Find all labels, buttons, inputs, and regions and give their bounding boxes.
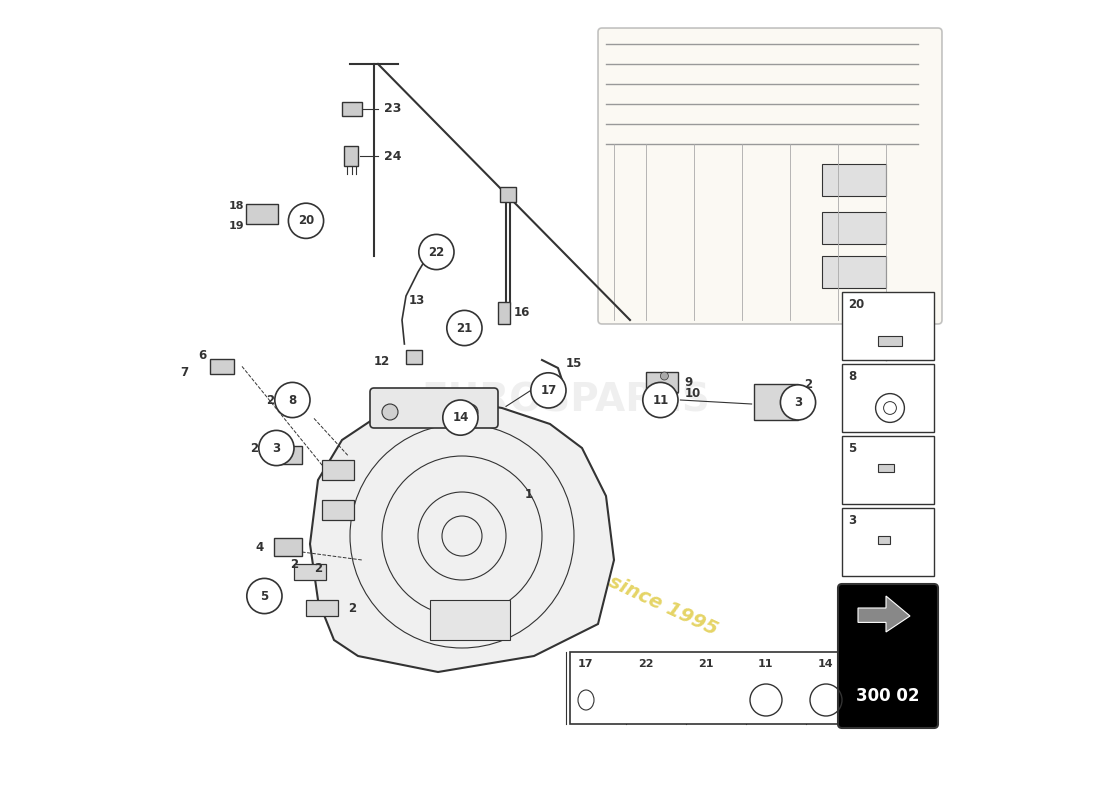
- Text: 3: 3: [794, 396, 802, 409]
- Bar: [878, 464, 894, 472]
- Text: a passion for parts since 1995: a passion for parts since 1995: [411, 482, 720, 638]
- Bar: [430, 600, 510, 640]
- Text: EUROSPARES: EUROSPARES: [421, 381, 711, 419]
- Bar: [274, 446, 302, 464]
- Text: 14: 14: [452, 411, 469, 424]
- Circle shape: [780, 385, 815, 420]
- Text: 12: 12: [374, 355, 390, 368]
- Bar: [498, 302, 510, 324]
- Bar: [322, 460, 354, 480]
- Text: 8: 8: [848, 370, 857, 382]
- Circle shape: [660, 372, 669, 380]
- Text: 19: 19: [229, 221, 244, 230]
- Circle shape: [642, 382, 678, 418]
- Circle shape: [382, 404, 398, 420]
- Text: 5: 5: [261, 590, 268, 602]
- Bar: [246, 204, 278, 224]
- Circle shape: [288, 203, 323, 238]
- Bar: [878, 336, 902, 346]
- Polygon shape: [310, 400, 614, 672]
- Text: 10: 10: [684, 387, 701, 400]
- Bar: [406, 350, 422, 364]
- Bar: [342, 102, 362, 116]
- Bar: [500, 187, 516, 202]
- Text: 21: 21: [698, 659, 714, 669]
- Text: 2: 2: [804, 378, 813, 390]
- Text: 3: 3: [273, 442, 280, 454]
- Text: 20: 20: [298, 214, 315, 227]
- Bar: [842, 292, 934, 360]
- Bar: [343, 146, 358, 166]
- Text: 300 02: 300 02: [856, 687, 920, 705]
- Text: 1: 1: [525, 488, 532, 501]
- Text: 18: 18: [229, 201, 244, 210]
- Text: 15: 15: [566, 358, 582, 370]
- Circle shape: [419, 234, 454, 270]
- Circle shape: [443, 400, 478, 435]
- FancyBboxPatch shape: [598, 28, 942, 324]
- Text: 23: 23: [384, 102, 402, 115]
- Bar: [842, 364, 934, 432]
- Bar: [822, 256, 886, 288]
- Text: 6: 6: [198, 350, 207, 362]
- FancyBboxPatch shape: [838, 584, 938, 728]
- Text: 2: 2: [349, 602, 356, 614]
- Text: 11: 11: [652, 394, 669, 406]
- Text: 14: 14: [818, 659, 834, 669]
- Text: 16: 16: [514, 306, 530, 318]
- Bar: [842, 436, 934, 504]
- Bar: [822, 164, 886, 196]
- Text: 2: 2: [314, 562, 322, 574]
- Circle shape: [275, 382, 310, 418]
- Text: 3: 3: [848, 514, 857, 526]
- Bar: [878, 536, 890, 544]
- Bar: [822, 212, 886, 244]
- Bar: [210, 359, 234, 374]
- Circle shape: [531, 373, 566, 408]
- Text: 17: 17: [578, 659, 594, 669]
- FancyBboxPatch shape: [370, 388, 498, 428]
- Text: 22: 22: [428, 246, 444, 258]
- Bar: [274, 538, 302, 556]
- Bar: [754, 384, 798, 420]
- Circle shape: [462, 404, 478, 420]
- Polygon shape: [858, 596, 910, 632]
- Bar: [646, 372, 678, 392]
- Circle shape: [447, 310, 482, 346]
- Text: 21: 21: [456, 322, 473, 334]
- Text: 9: 9: [684, 376, 693, 389]
- Text: 5: 5: [848, 442, 857, 454]
- Text: 7: 7: [180, 366, 188, 378]
- Text: 20: 20: [848, 298, 865, 310]
- Text: 13: 13: [408, 294, 425, 306]
- Text: 8: 8: [288, 394, 297, 406]
- Text: 2: 2: [266, 394, 274, 406]
- Bar: [570, 652, 870, 724]
- Bar: [306, 600, 338, 616]
- Circle shape: [258, 430, 294, 466]
- Text: 17: 17: [540, 384, 557, 397]
- Text: 2: 2: [290, 558, 298, 570]
- Text: 11: 11: [758, 659, 773, 669]
- Text: 2: 2: [250, 442, 258, 454]
- Text: 22: 22: [638, 659, 653, 669]
- Bar: [322, 500, 354, 520]
- Bar: [842, 508, 934, 576]
- Bar: [294, 564, 326, 580]
- Circle shape: [660, 384, 669, 392]
- Circle shape: [246, 578, 282, 614]
- Text: 24: 24: [384, 150, 402, 162]
- Text: 4: 4: [255, 541, 264, 554]
